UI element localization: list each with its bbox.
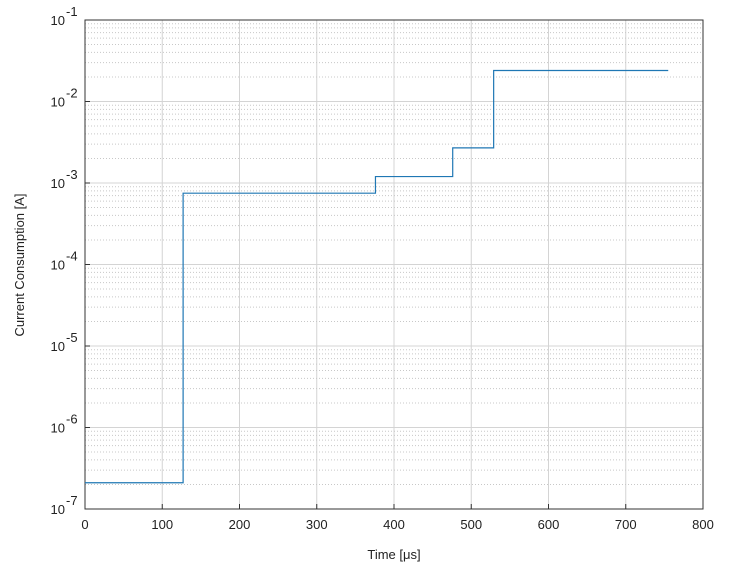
tick-exponent: -4	[66, 249, 78, 264]
tick-base: 10	[51, 502, 65, 517]
x-tick-label: 700	[615, 517, 637, 532]
tick-exponent: -2	[66, 86, 78, 101]
y-tick-label: 10	[51, 13, 65, 28]
y-tick-label: 10	[51, 95, 65, 110]
tick-exponent: -1	[66, 4, 78, 19]
tick-base: 10	[51, 176, 65, 191]
x-tick-label: 800	[692, 517, 714, 532]
x-tick-label: 500	[460, 517, 482, 532]
tick-exponent: -6	[66, 412, 78, 427]
tick-exponent: -5	[66, 330, 78, 345]
grid	[84, 19, 704, 510]
y-tick-label: 10	[51, 339, 65, 354]
y-axis-label: Current Consumption [A]	[12, 193, 27, 336]
y-tick-label: 10	[51, 258, 65, 273]
tick-base: 10	[51, 95, 65, 110]
data-line	[85, 69, 669, 484]
x-axis-label: Time [μs]	[367, 547, 420, 562]
tick-base: 10	[51, 339, 65, 354]
y-tick-label: 10	[51, 176, 65, 191]
x-tick-label: 400	[383, 517, 405, 532]
y-tick-label: 10	[51, 421, 65, 436]
tick-exponent: -3	[66, 167, 78, 182]
x-tick-label: 300	[306, 517, 328, 532]
tick-base: 10	[51, 258, 65, 273]
tick-exponent: -7	[66, 493, 78, 508]
x-tick-label: 100	[151, 517, 173, 532]
x-tick-label: 600	[538, 517, 560, 532]
y-tick-label: 10	[51, 502, 65, 517]
tick-base: 10	[51, 421, 65, 436]
x-tick-label: 0	[81, 517, 88, 532]
x-tick-label: 200	[229, 517, 251, 532]
tick-base: 10	[51, 13, 65, 28]
